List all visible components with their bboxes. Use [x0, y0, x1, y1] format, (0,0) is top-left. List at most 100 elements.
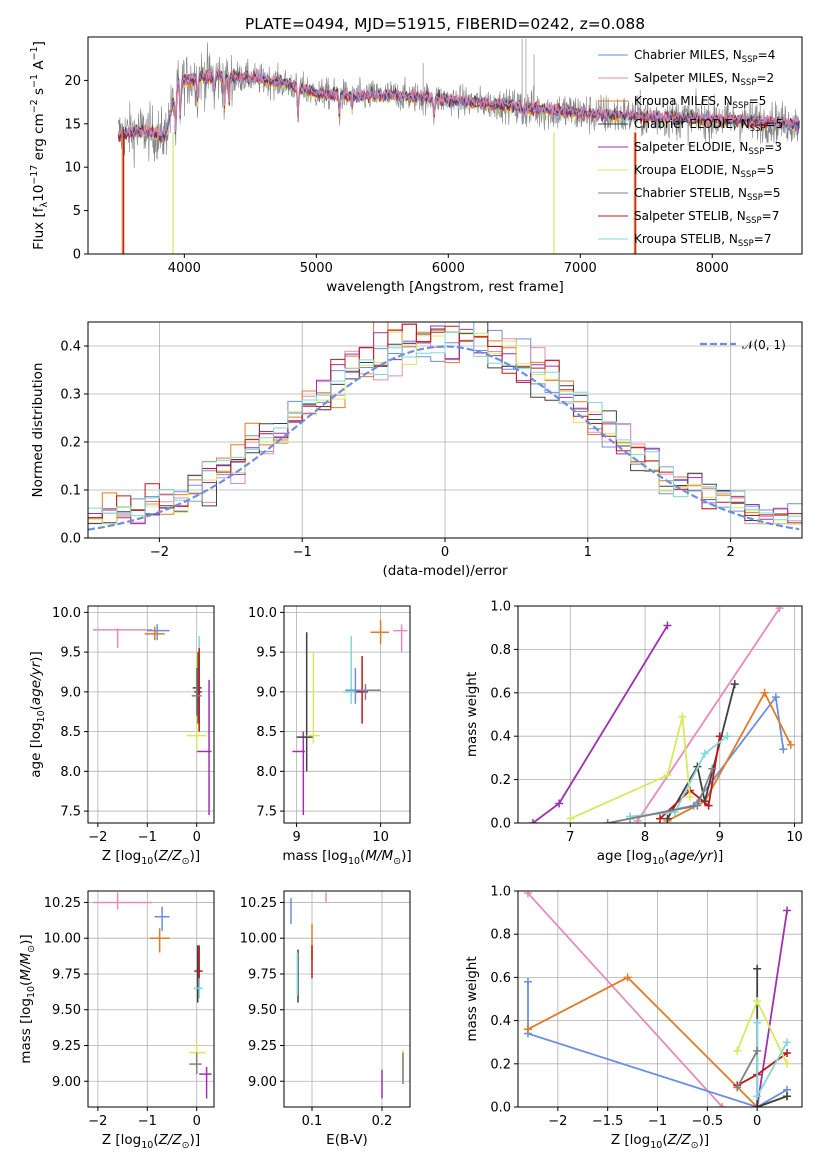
errorbar-point — [393, 624, 408, 653]
weight-line — [629, 694, 785, 820]
legend-label: 𝒩(0, 1) — [742, 338, 786, 352]
y-tick-label: 8.0 — [60, 765, 81, 780]
legend-label: Salpeter ELODIE, NSSP=3 — [634, 140, 782, 157]
legend-label: Chabrier MILES, NSSP=4 — [634, 48, 775, 65]
errorbar-point — [144, 626, 165, 641]
weight-marker — [783, 1038, 792, 1047]
weight-marker — [663, 814, 672, 823]
y-axis-label: mass weight — [464, 956, 480, 1041]
weight-series-s7 — [603, 764, 717, 823]
axes-frame — [283, 605, 411, 824]
plot-area — [528, 606, 795, 823]
y-tick-label: 8.5 — [256, 725, 277, 740]
weight-line — [636, 607, 781, 822]
y-tick-label: 9.5 — [60, 646, 81, 661]
weight-marker — [753, 1103, 762, 1107]
weight-marker — [783, 1049, 792, 1057]
weight-marker — [663, 771, 672, 780]
histogram-s4 — [88, 322, 802, 525]
y-tick-label: 0.4 — [490, 1014, 511, 1029]
y-tick-label: 8.5 — [60, 725, 81, 740]
y-tick-label: 0.4 — [60, 340, 81, 355]
y-tick-label: 9.75 — [248, 967, 277, 982]
y-tick-label: 9.0 — [60, 685, 81, 700]
weight-marker — [775, 606, 784, 613]
weight-marker — [704, 801, 713, 810]
errorbar-point — [306, 652, 321, 744]
x-tick-label: 2 — [726, 545, 734, 560]
weight-series-s6 — [566, 712, 694, 823]
weight-marker — [718, 1103, 727, 1107]
y-tick-label: 9.50 — [248, 1003, 277, 1018]
weight-series-s2 — [523, 891, 727, 1107]
y-tick-label: 9.00 — [248, 1075, 277, 1090]
weight-marker — [753, 1092, 762, 1101]
histogram-s6 — [88, 331, 802, 525]
weight-line — [756, 968, 788, 1107]
weight-series-s2 — [633, 606, 784, 823]
y-tick-label: 0 — [73, 248, 81, 263]
weight-line — [667, 690, 792, 822]
x-axis-label: age [log10(age/yr)] — [597, 848, 723, 867]
y-tick-label: 20 — [64, 74, 81, 89]
y-tick-label: 1.0 — [490, 600, 511, 615]
y-axis-label: age [log10(age/yr)] — [28, 651, 47, 777]
y-tick-label: 7.5 — [60, 805, 81, 820]
y-tick-label: 9.5 — [256, 646, 277, 661]
x-tick-label: −1 — [293, 545, 312, 560]
weight-series-s4 — [753, 964, 792, 1107]
x-tick-label: 10 — [372, 830, 389, 845]
weight-marker — [523, 891, 532, 898]
errorbar-point — [92, 892, 153, 910]
weight-marker — [633, 816, 642, 823]
weight-marker — [523, 977, 532, 986]
y-tick-label: 0.4 — [490, 730, 511, 745]
panel-mass_vs_Z: −2 −1 0 9.00 9.25 9.50 9.75 10.00 10.25 Z [log10(… — [18, 890, 215, 1151]
x-tick-label: −0.5 — [692, 1114, 724, 1129]
weight-marker — [753, 964, 762, 973]
y-tick-label: 9.25 — [248, 1039, 277, 1054]
weight-line — [527, 892, 723, 1107]
y-tick-label: 0.0 — [490, 1101, 511, 1116]
legend-spectrum: Chabrier MILES, NSSP=4 Salpeter MILES, NS… — [598, 48, 783, 249]
x-tick-label: −1.5 — [592, 1114, 624, 1129]
y-tick-label: 9.00 — [52, 1075, 81, 1090]
weight-line — [527, 981, 788, 1107]
panel-residuals: −2 −1 0 1 2 0.0 0.1 0.2 0.3 0.4 (data-model)/error… — [30, 321, 803, 579]
errorbar-point — [191, 668, 202, 716]
y-tick-label: 0.8 — [490, 928, 511, 943]
y-tick-label: 10.00 — [240, 932, 277, 947]
errorbar-point — [199, 1066, 212, 1099]
y-tick-label: 0.6 — [490, 971, 511, 986]
weight-line — [659, 736, 721, 820]
observed-spectrum — [118, 42, 800, 169]
legend-label: Kroupa STELIB, NSSP=7 — [634, 232, 772, 249]
plot-area — [290, 892, 404, 1099]
weight-marker — [523, 1025, 532, 1034]
y-tick-label: 10.00 — [44, 932, 81, 947]
x-axis-label: (data-model)/error — [382, 563, 508, 579]
weight-marker — [555, 799, 564, 808]
y-tick-label: 0.2 — [60, 436, 81, 451]
x-tick-label: −2 — [548, 1114, 567, 1129]
plot-area — [88, 322, 802, 531]
weight-series-s8 — [656, 732, 724, 823]
plot-area — [292, 620, 408, 816]
errorbar-point — [194, 978, 203, 999]
panel-spectrum: 4000 5000 6000 7000 8000 0 5 10 15 20 wavelength [… — [29, 36, 803, 295]
panel-age_vs_mass: 9 10 7.5 8.0 8.5 9.0 9.5 10.0 mass [log10(M/M⊙)] — [248, 605, 412, 867]
y-tick-label: 10.0 — [248, 606, 277, 621]
x-axis-label: Z [log10(Z/Z⊙)] — [611, 1132, 709, 1151]
weight-marker — [700, 749, 709, 758]
plot-area — [92, 892, 212, 1099]
y-axis-label: mass [log10(M/M⊙)] — [18, 934, 37, 1063]
errorbar-point — [345, 668, 368, 704]
weight-marker — [786, 740, 795, 749]
legend-label: Chabrier STELIB, NSSP=5 — [634, 186, 781, 203]
legend-label: Salpeter STELIB, NSSP=7 — [634, 209, 779, 226]
y-tick-label: 10.25 — [44, 896, 81, 911]
errorbar-point — [296, 632, 314, 772]
x-axis-label: Z [log10(Z/Z⊙)] — [102, 848, 200, 867]
panel-weight_vs_age: 7 8 9 10 0.0 0.2 0.4 0.6 0.8 1.0 age [log10(age/yr… — [464, 600, 803, 868]
